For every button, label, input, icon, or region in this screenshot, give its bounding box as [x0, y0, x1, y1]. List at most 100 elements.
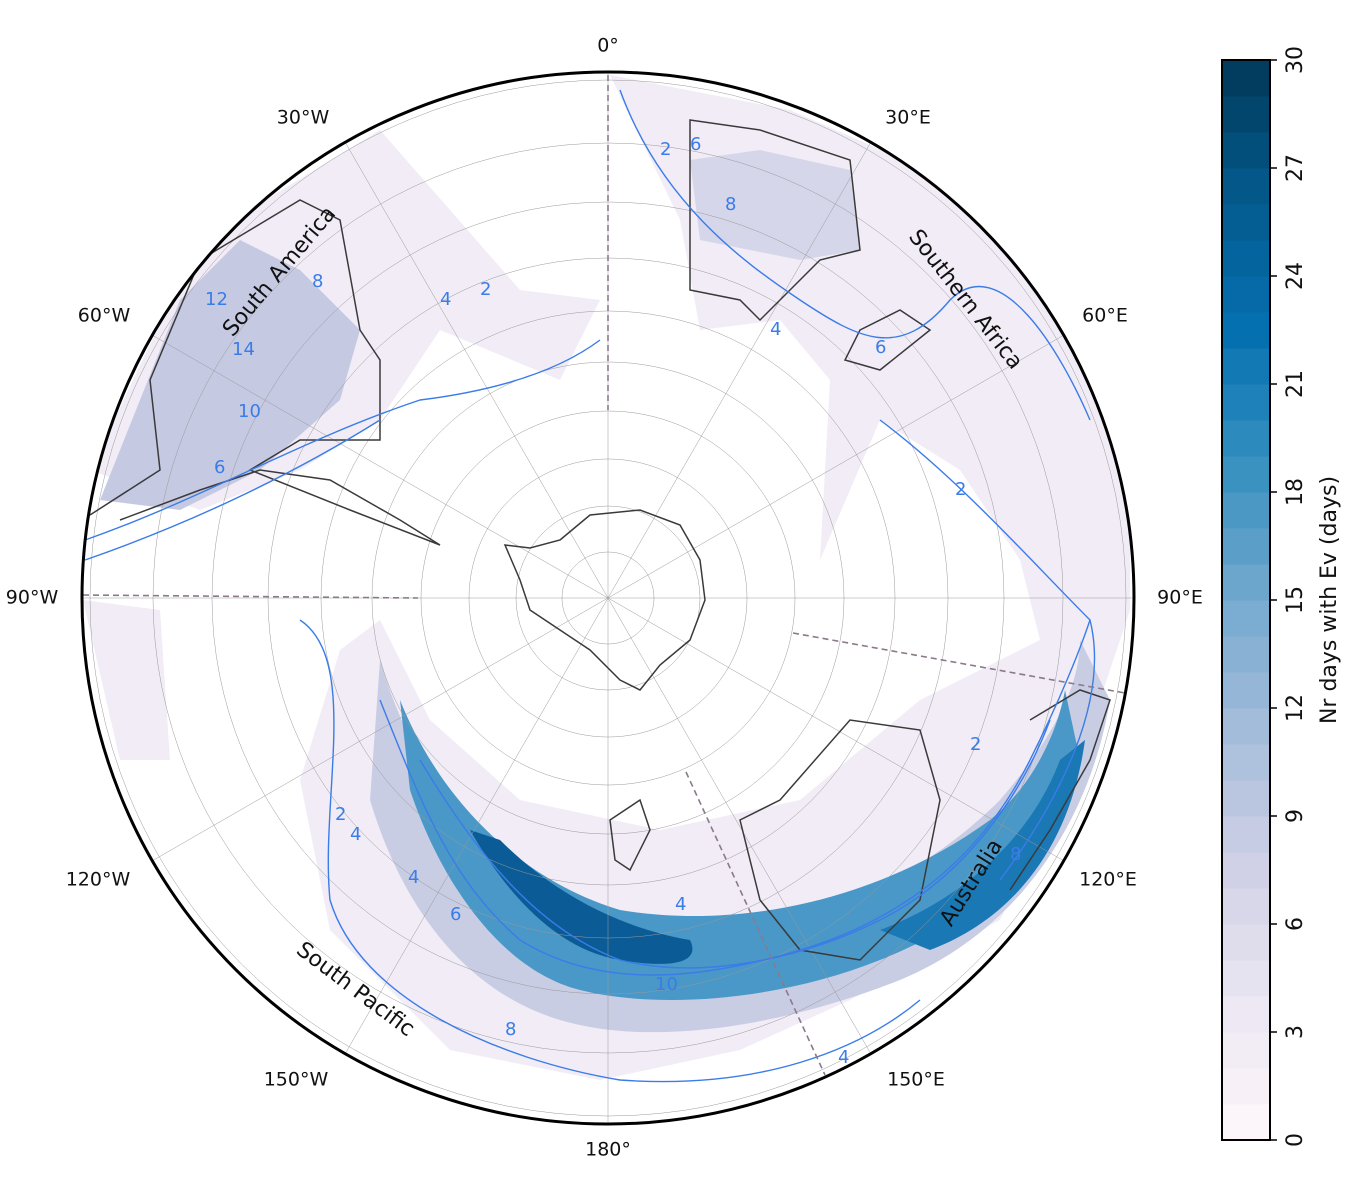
colorbar-segment	[1222, 96, 1270, 133]
dashed-line	[82, 594, 419, 599]
contour-label: 6	[214, 457, 225, 478]
contour-label: 4	[350, 824, 361, 845]
contour	[419, 719, 1051, 969]
density-light	[83, 600, 170, 760]
colorbar-label: Nr days with Ev (days)	[1317, 476, 1342, 724]
colorbar-segment	[1222, 492, 1270, 529]
africa	[689, 119, 861, 322]
colorbar-segment	[1222, 636, 1270, 673]
contour	[879, 419, 1096, 881]
colorbar-tick-label: 18	[1283, 478, 1308, 506]
colorbar-segment	[1222, 60, 1270, 97]
colorbar-segment	[1222, 996, 1270, 1033]
contour-label: 10	[238, 401, 261, 422]
lon-label: 120°E	[1079, 869, 1137, 891]
colorbar-segment	[1222, 1104, 1270, 1141]
dashed-line	[685, 771, 826, 1076]
contour-label: 6	[450, 904, 461, 925]
lon-label: 60°E	[1082, 305, 1128, 327]
contour-label: 4	[675, 894, 686, 915]
colorbar-tick-label: 0	[1283, 1133, 1308, 1147]
colorbar-segment	[1222, 924, 1270, 961]
colorbar-tick-label: 12	[1283, 694, 1308, 722]
lon-label: 90°E	[1157, 587, 1203, 609]
density-mid	[690, 150, 860, 260]
longitude-labels: 0° 30°E 60°E 90°E 120°E 150°E 180° 150°W…	[6, 35, 1203, 1161]
colorbar-segment	[1222, 204, 1270, 241]
colorbar-tick-label: 3	[1283, 1025, 1308, 1039]
lon-label: 120°W	[66, 869, 131, 891]
colorbar: 0 3 6 9 12 15 18 21 24 27 30	[1221, 46, 1308, 1147]
contour-label: 12	[205, 289, 228, 310]
colorbar-segment	[1222, 240, 1270, 277]
contour-label: 4	[440, 289, 451, 310]
colorbar-segment	[1222, 852, 1270, 889]
contour-label: 4	[770, 319, 781, 340]
colorbar-tick-label: 27	[1283, 154, 1308, 182]
density-core	[470, 830, 693, 964]
density-mid	[100, 240, 360, 510]
colorbar-segment	[1222, 276, 1270, 313]
contour-label: 2	[660, 139, 671, 160]
colorbar-segment	[1222, 312, 1270, 349]
colorbar-segment	[1222, 1032, 1270, 1069]
contour	[84, 419, 381, 561]
contour	[84, 339, 601, 541]
colorbar-segment	[1222, 564, 1270, 601]
map-area	[82, 72, 1134, 1124]
lon-label: 30°W	[277, 107, 330, 129]
contour-label: 4	[838, 1047, 849, 1068]
map-boundary	[80, 70, 1136, 1126]
antarctica	[503, 509, 706, 691]
contour-label: 10	[655, 974, 678, 995]
colorbar-segment	[1222, 420, 1270, 457]
colorbar-tick-label: 9	[1283, 809, 1308, 823]
lon-label: 150°E	[887, 1069, 945, 1091]
contour-label: 2	[480, 279, 491, 300]
contour-labels: 2 4 2 8 12 14 10 6 6 8 4 6 2 4 2 4 2 6 8…	[205, 134, 1021, 1068]
madagascar	[843, 309, 932, 371]
colorbar-tick-label: 15	[1283, 586, 1308, 614]
colorbar-segment	[1222, 600, 1270, 637]
contour-label: 6	[690, 134, 701, 155]
graticule	[82, 72, 1134, 1124]
colorbar-segment	[1222, 456, 1270, 493]
lon-label: 180°	[585, 1139, 631, 1161]
colorbar-tick-label: 24	[1283, 262, 1308, 290]
contour-label: 2	[955, 479, 966, 500]
colorbar-segment	[1222, 708, 1270, 745]
contour-label: 8	[1010, 844, 1021, 865]
contour-label: 8	[725, 194, 736, 215]
colorbar-segment	[1222, 132, 1270, 169]
contour-label: 2	[970, 734, 981, 755]
new-zealand	[609, 798, 651, 872]
contour-label: 14	[232, 339, 255, 360]
colorbar-segment	[1222, 744, 1270, 781]
contour	[299, 619, 921, 1083]
lon-label: 90°W	[6, 587, 59, 609]
new-guinea-coast	[1009, 689, 1111, 891]
lon-label: 150°W	[264, 1069, 329, 1091]
australia	[739, 719, 941, 961]
contour	[379, 619, 1091, 976]
colorbar-tick-label: 30	[1283, 46, 1308, 74]
colorbar-tick-label: 6	[1283, 917, 1308, 931]
colorbar-tick-label: 21	[1283, 370, 1308, 398]
lon-label: 60°W	[78, 305, 131, 327]
colorbar-segment	[1222, 384, 1270, 421]
lon-label: 30°E	[885, 107, 931, 129]
colorbar-segment	[1222, 672, 1270, 709]
south-america	[89, 199, 441, 546]
colorbar-segment	[1222, 780, 1270, 817]
contour-label: 8	[505, 1019, 516, 1040]
colorbar-segment	[1222, 528, 1270, 565]
contour	[619, 89, 1091, 421]
colorbar-segment	[1222, 960, 1270, 997]
density-core	[880, 740, 1085, 950]
colorbar-segment	[1222, 1068, 1270, 1105]
contour-label: 2	[335, 804, 346, 825]
contour-label: 8	[312, 271, 323, 292]
contour-label: 6	[875, 337, 886, 358]
colorbar-segment	[1222, 816, 1270, 853]
